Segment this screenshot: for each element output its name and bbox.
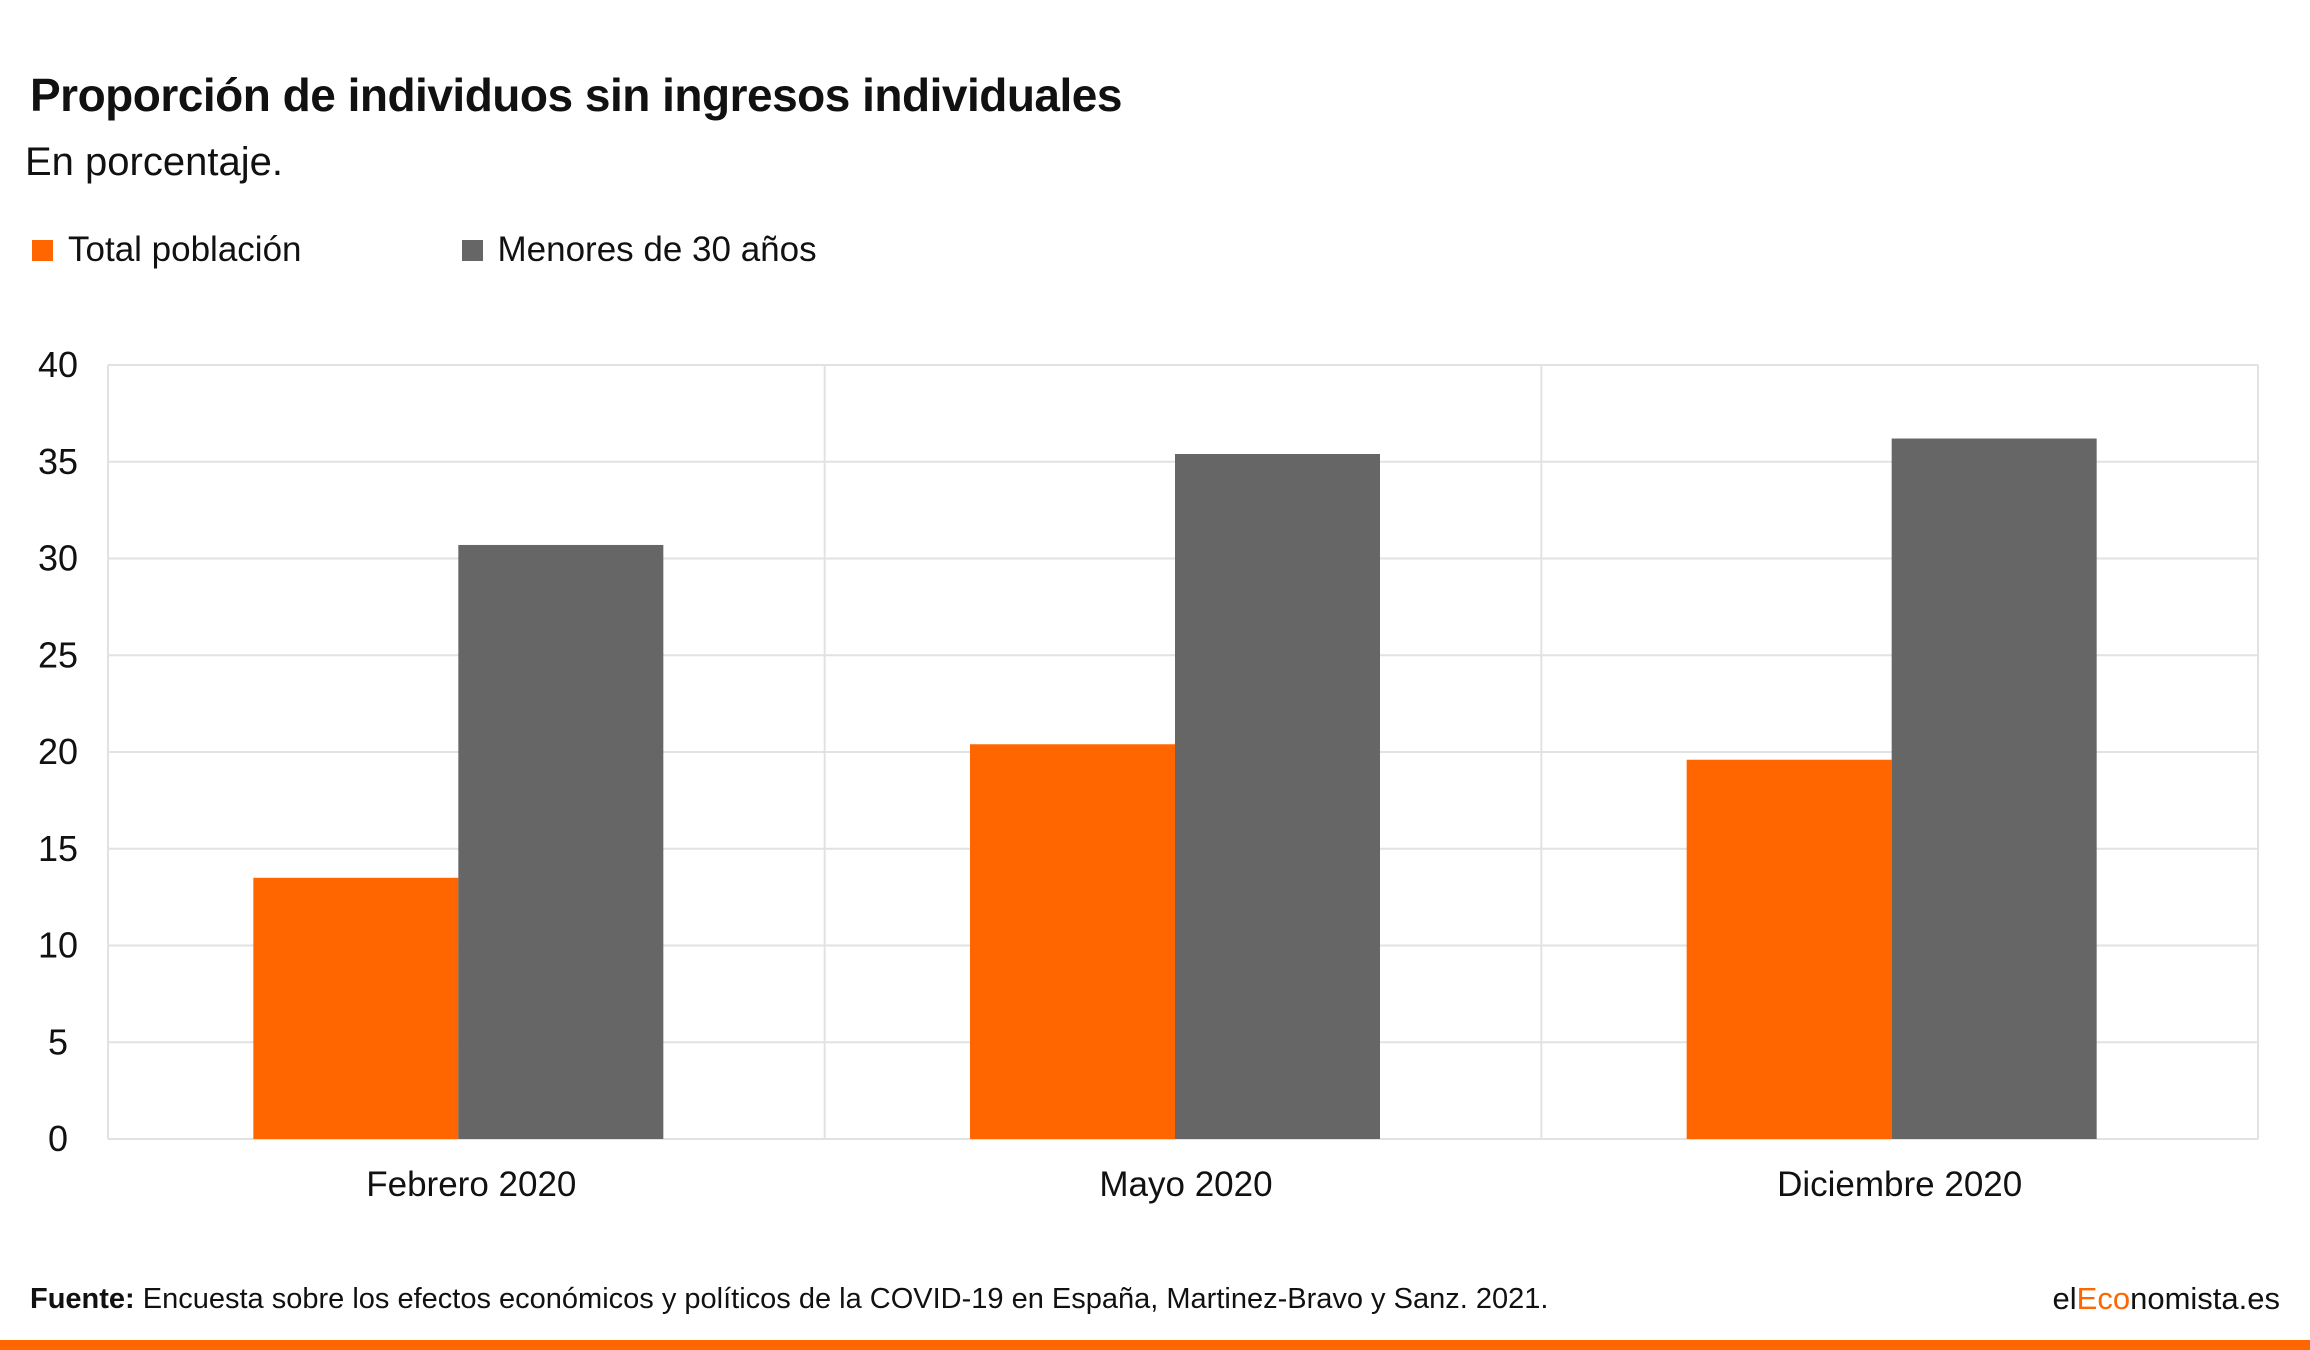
x-tick-label: Febrero 2020 — [366, 1165, 576, 1204]
brand-accent: Eco — [2076, 1281, 2131, 1316]
x-tick-label: Mayo 2020 — [1099, 1165, 1272, 1204]
legend-swatch-menores-30 — [461, 239, 483, 261]
y-tick-label: 40 — [38, 344, 78, 385]
source-note: Fuente: Encuesta sobre los efectos econó… — [30, 1283, 1548, 1316]
legend-label-total-poblacion: Total población — [68, 230, 302, 269]
source-label: Fuente: — [30, 1283, 135, 1315]
legend-swatch-total-poblacion — [32, 239, 53, 261]
bar-menores-30 — [1891, 438, 2097, 1139]
bar-menores-30 — [458, 544, 664, 1139]
brand-prefix: el — [2052, 1281, 2077, 1316]
bar-total-poblacion — [253, 877, 459, 1139]
legend-item-menores-30: Menores de 30 años — [461, 230, 817, 270]
chart-subtitle: En porcentaje. — [25, 140, 283, 184]
chart-title: Proporción de individuos sin ingresos in… — [30, 69, 1122, 121]
bottom-accent-bar — [0, 1340, 2310, 1350]
y-tick-label: 35 — [38, 441, 78, 482]
brand-logo: elEconomista.es — [2053, 1281, 2280, 1317]
x-tick-label: Diciembre 2020 — [1777, 1165, 2022, 1204]
y-tick-label: 25 — [38, 634, 78, 675]
bar-menores-30 — [1175, 454, 1380, 1139]
legend-label-menores-30: Menores de 30 años — [497, 230, 817, 269]
y-tick-label: 0 — [48, 1118, 68, 1159]
bar-total-poblacion — [1686, 759, 1892, 1139]
source-text: Encuesta sobre los efectos económicos y … — [134, 1283, 1549, 1315]
y-tick-label: 15 — [38, 828, 78, 869]
y-tick-label: 10 — [38, 925, 78, 966]
y-tick-label: 5 — [48, 1021, 68, 1062]
bar-total-poblacion — [970, 744, 1175, 1139]
bar-chart: 0 5 10 15 20 25 30 35 40 Febrero 2020 Mayo 2020 Dic… — [38, 344, 2259, 1204]
y-tick-label: 20 — [38, 731, 78, 772]
legend-item-total-poblacion: Total población — [32, 230, 302, 270]
chart-legend: Total población Menores de 30 años — [32, 228, 817, 272]
y-tick-label: 30 — [38, 538, 78, 579]
brand-suffix: nomista.es — [2130, 1281, 2280, 1316]
